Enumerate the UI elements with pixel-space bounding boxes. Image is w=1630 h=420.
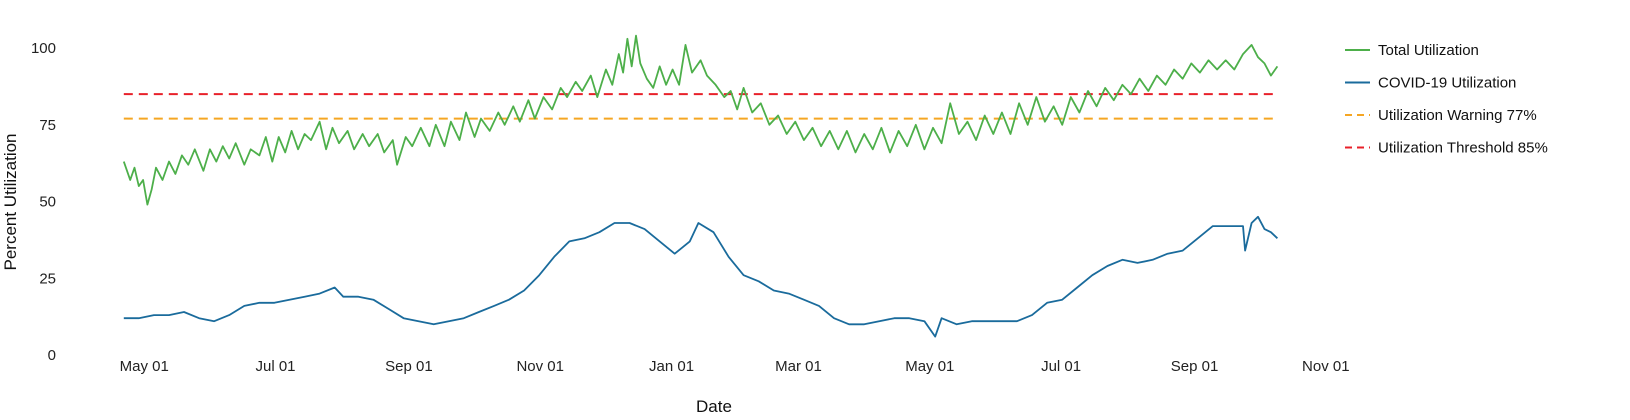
x-tick-label: Nov 01	[1302, 358, 1350, 375]
x-tick-label: Jul 01	[1041, 358, 1081, 375]
x-tick-label: Nov 01	[516, 358, 564, 375]
y-axis-label: Percent Utilization	[1, 133, 20, 270]
x-tick-label: Jan 01	[649, 358, 694, 375]
legend-label: COVID-19 Utilization	[1378, 75, 1516, 92]
legend: Total Utilization COVID-19 Utilization Uti…	[1345, 42, 1548, 157]
legend-label: Utilization Warning 77%	[1378, 107, 1537, 124]
plot-area	[122, 34, 1279, 338]
x-tick-label: Mar 01	[775, 358, 822, 375]
y-tick-label: 50	[39, 194, 56, 211]
x-tick-label: Sep 01	[385, 358, 433, 375]
y-tick-label: 75	[39, 117, 56, 134]
x-axis-label: Date	[696, 397, 732, 416]
series-line-total-utilization	[122, 34, 1279, 206]
series-line-covid-utilization	[123, 215, 1279, 338]
x-axis-ticks: May 01 Jul 01 Sep 01 Nov 01 Jan 01 Mar 01 May …	[120, 358, 1350, 375]
y-tick-label: 0	[48, 347, 56, 364]
legend-label: Utilization Threshold 85%	[1378, 140, 1548, 157]
x-tick-label: Jul 01	[255, 358, 295, 375]
y-tick-label: 100	[31, 40, 56, 57]
x-tick-label: May 01	[120, 358, 169, 375]
y-tick-label: 25	[39, 270, 56, 287]
y-axis-ticks: 0 25 50 75 100	[31, 40, 56, 364]
x-tick-label: May 01	[905, 358, 954, 375]
x-tick-label: Sep 01	[1171, 358, 1219, 375]
legend-label: Total Utilization	[1378, 42, 1479, 59]
